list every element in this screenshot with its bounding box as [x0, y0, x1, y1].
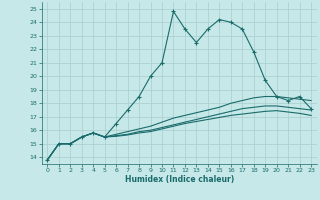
X-axis label: Humidex (Indice chaleur): Humidex (Indice chaleur) [124, 175, 234, 184]
